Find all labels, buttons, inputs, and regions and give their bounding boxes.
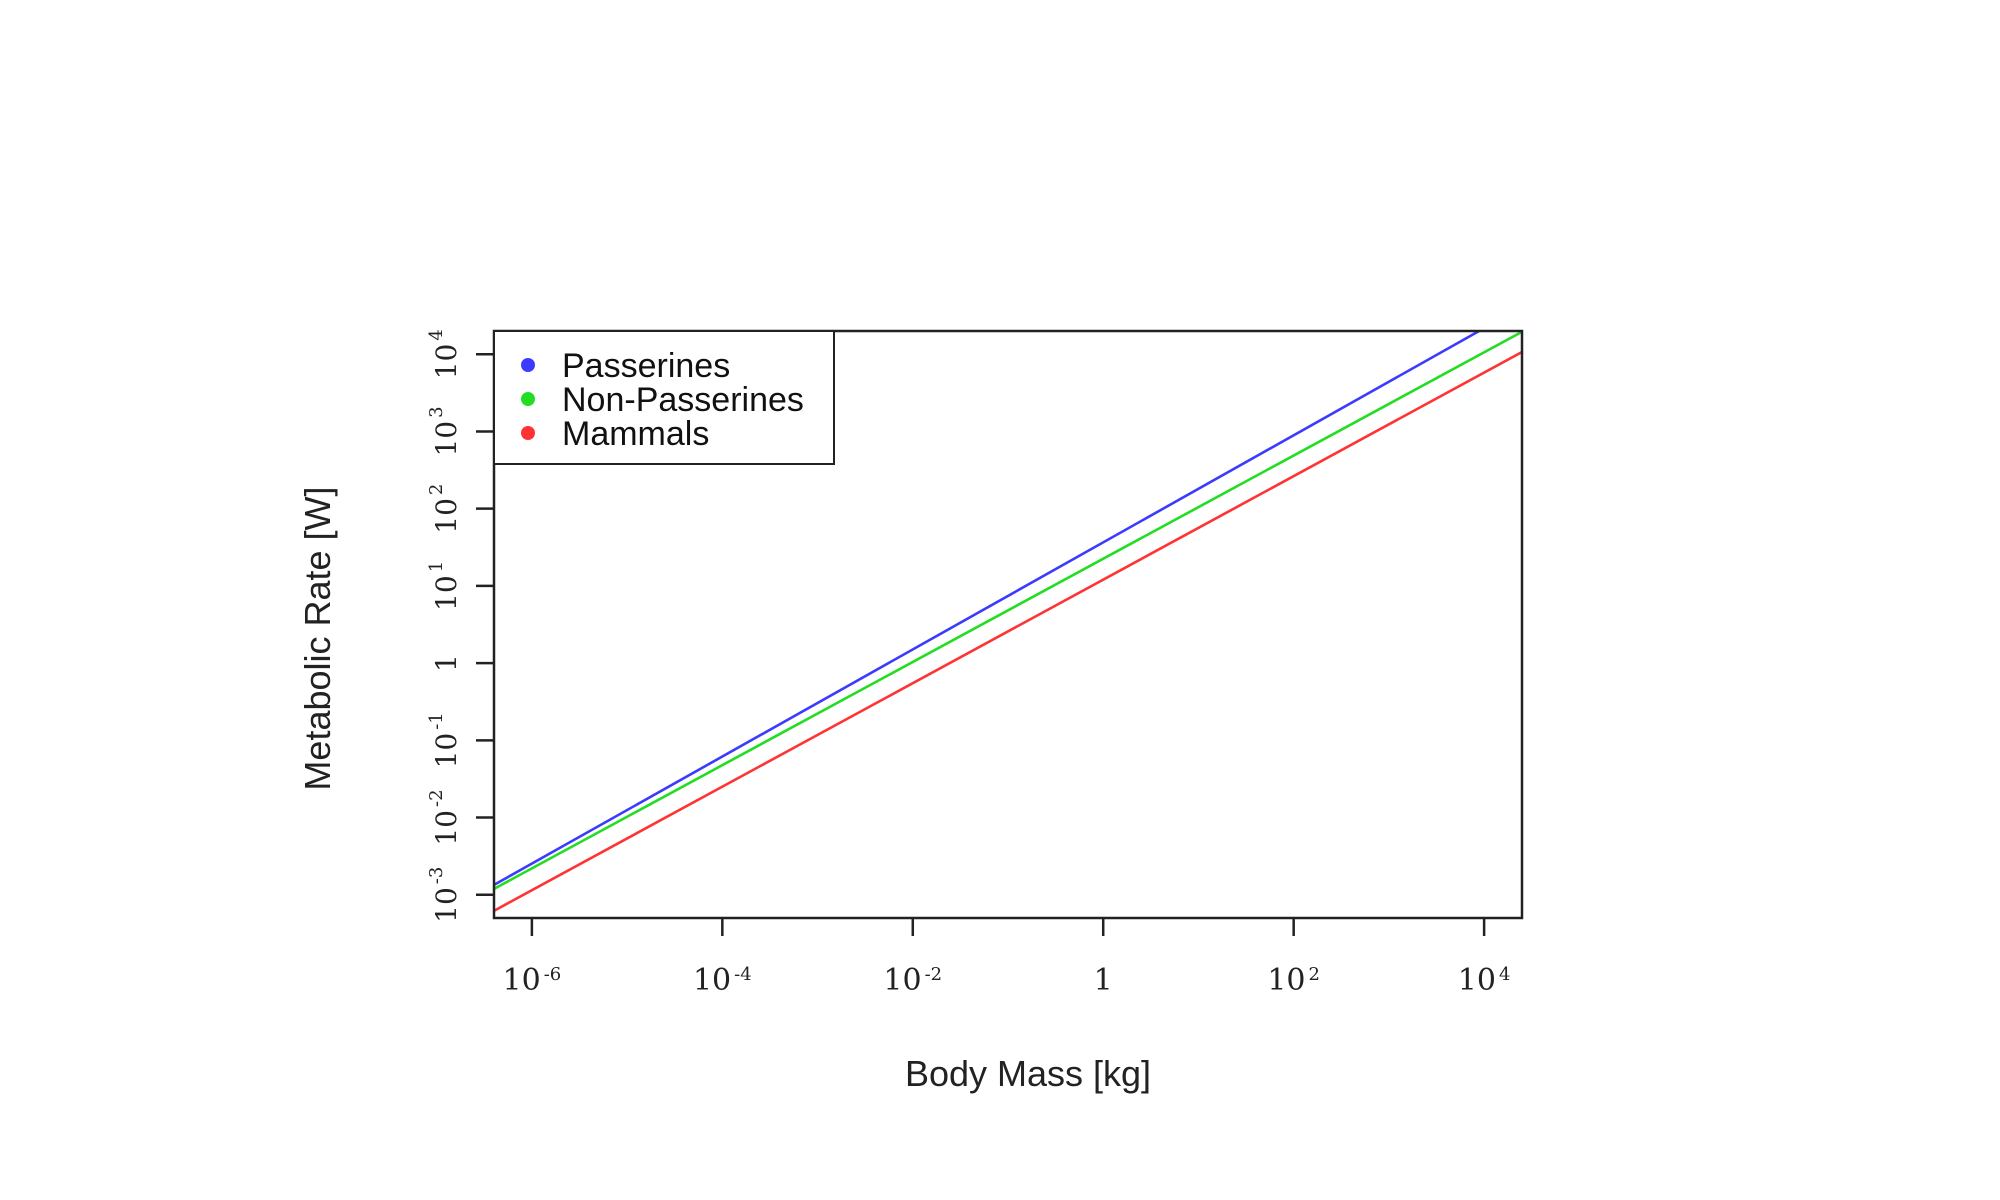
legend-label: Non-Passerines (562, 381, 804, 419)
y-tick-label: 1 (430, 654, 463, 672)
x-tick-label: 10 2 (1267, 963, 1320, 998)
legend-marker (521, 392, 535, 406)
legend-marker (521, 358, 535, 372)
x-axis: 10 -6 10 -4 10 -2 1 10 2 10 4 (503, 918, 1511, 998)
series-line-non-passerines (494, 331, 1522, 891)
x-tick-label: 10 -2 (883, 963, 942, 998)
y-axis-title: Metabolic Rate [W] (297, 486, 338, 790)
legend-label: Mammals (562, 415, 709, 453)
y-tick-label: 102 (426, 484, 463, 534)
series-layer (494, 331, 1522, 912)
x-axis-title: Body Mass [kg] (905, 1053, 1151, 1094)
x-tick-label: 1 (1094, 963, 1113, 998)
y-tick-label: 103 (426, 406, 463, 456)
y-tick-label: 10-1 (426, 712, 463, 768)
y-axis: 10-3 10-2 10-1 1 101 102 103 104 (426, 329, 494, 923)
x-tick-label: 10 -4 (693, 963, 752, 998)
legend-marker (521, 426, 535, 440)
legend-box (493, 330, 835, 465)
y-tick-label: 10-2 (426, 789, 463, 845)
y-tick-label: 101 (426, 561, 463, 611)
y-tick-label: 104 (426, 329, 463, 379)
y-tick-label: 10-3 (426, 867, 463, 923)
series-line-mammals (494, 350, 1522, 912)
legend-label: Passerines (562, 347, 730, 385)
x-tick-label: 10 4 (1458, 963, 1511, 998)
x-tick-label: 10 -6 (503, 963, 562, 998)
series-line-passerines (494, 331, 1482, 887)
plot-frame (492, 329, 1524, 920)
